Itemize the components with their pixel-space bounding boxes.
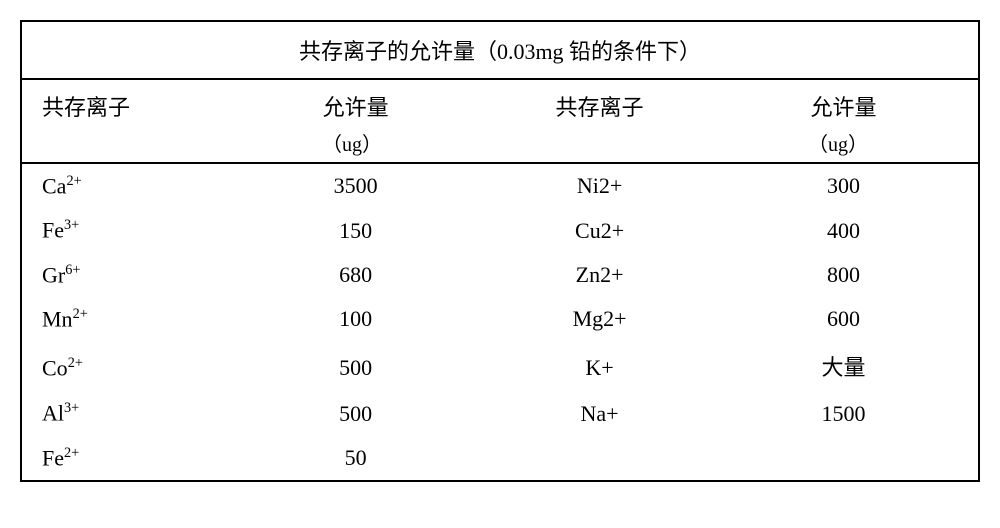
- ion-cell-right: K+: [470, 355, 729, 381]
- unit-label-left: （ug）: [322, 128, 382, 157]
- ion-allowance-table: 共存离子的允许量（0.03mg 铅的条件下） 共存离子 允许量 共存离子 允许量…: [20, 20, 980, 482]
- value-cell-left: 3500: [241, 173, 470, 199]
- ion-cell-right: Cu2+: [470, 218, 729, 244]
- value-cell-left: 150: [241, 218, 470, 244]
- col-header-allow-1: 允许量: [241, 90, 470, 122]
- value-cell-right: 300: [729, 173, 958, 199]
- unit-label-right: （ug）: [808, 128, 868, 157]
- col-header-ion-1: 共存离子: [42, 90, 241, 122]
- table-title: 共存离子的允许量（0.03mg 铅的条件下）: [22, 22, 978, 80]
- ion-cell-left: Mn2+: [42, 306, 241, 332]
- table-row: Fe2+50: [22, 436, 978, 480]
- ion-cell-left: Gr6+: [42, 262, 241, 288]
- value-cell-right: 1500: [729, 401, 958, 427]
- table-row: Fe3+150Cu2+400: [22, 208, 978, 252]
- col-header-ion-2: 共存离子: [470, 90, 729, 122]
- value-cell-left: 680: [241, 262, 470, 288]
- value-cell-right: 800: [729, 262, 958, 288]
- ion-cell-right: Mg2+: [470, 306, 729, 332]
- ion-cell-left: Fe2+: [42, 445, 241, 471]
- value-cell-left: 100: [241, 306, 470, 332]
- value-cell-right: 大量: [729, 350, 958, 382]
- ion-cell-left: Co2+: [42, 355, 241, 381]
- ion-cell-right: Ni2+: [470, 173, 729, 199]
- table-header: 共存离子 允许量 共存离子 允许量 （ug） （ug）: [22, 80, 978, 164]
- ion-cell-right: Zn2+: [470, 262, 729, 288]
- ion-cell-left: Al3+: [42, 400, 241, 426]
- table-body: Ca2+3500Ni2+300Fe3+150Cu2+400Gr6+680Zn2+…: [22, 164, 978, 480]
- value-cell-right: 600: [729, 306, 958, 332]
- ion-cell-left: Ca2+: [42, 173, 241, 199]
- table-row: Al3+500Na+1500: [22, 391, 978, 435]
- table-row: Mn2+100Mg2+600: [22, 297, 978, 341]
- ion-cell-left: Fe3+: [42, 217, 241, 243]
- table-row: Ca2+3500Ni2+300: [22, 164, 978, 208]
- table-row: Co2+500K+大量: [22, 341, 978, 391]
- value-cell-left: 50: [241, 445, 470, 471]
- value-cell-left: 500: [241, 355, 470, 381]
- value-cell-left: 500: [241, 401, 470, 427]
- value-cell-right: 400: [729, 218, 958, 244]
- col-header-allow-2: 允许量: [729, 90, 958, 122]
- ion-cell-right: Na+: [470, 401, 729, 427]
- table-row: Gr6+680Zn2+800: [22, 253, 978, 297]
